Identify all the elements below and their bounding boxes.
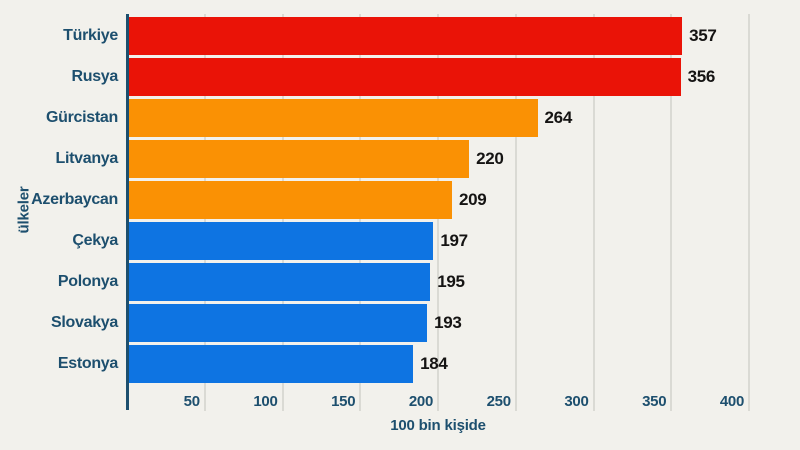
gridline-300 [592, 14, 595, 411]
bar-polonya [129, 263, 431, 301]
bar-gürcistan [129, 99, 538, 137]
bar-value: 193 [434, 313, 462, 332]
bar-row: 356 [129, 58, 799, 96]
y-axis-line [126, 14, 129, 410]
bar-value: 209 [458, 190, 487, 209]
y-axis-title: ülkeler [15, 186, 33, 234]
bar-value: 220 [476, 149, 504, 168]
x-tick-label: 100 [253, 393, 278, 410]
gridline-250 [514, 14, 517, 411]
category-label: Gürcistan [46, 109, 118, 126]
bar-row: 195 [129, 263, 799, 301]
category-label: Litvanya [55, 150, 118, 167]
gridline-400 [748, 14, 750, 411]
x-tick-label: 350 [642, 393, 667, 410]
bar-çekya [129, 222, 434, 260]
bar-value: 357 [689, 26, 717, 45]
bar-value: 184 [420, 354, 448, 373]
x-axis-title: 100 bin kişide [390, 417, 486, 434]
bar-azerbaycan [129, 181, 452, 219]
category-label: Estonya [57, 355, 118, 372]
bar-value: 356 [687, 67, 716, 86]
x-tick-label: 150 [331, 393, 356, 410]
bar-value: 197 [440, 231, 468, 250]
bar-value: 264 [544, 108, 573, 127]
category-label: Slovakya [51, 314, 118, 331]
bar-value: 195 [437, 272, 465, 291]
bar-litvanya [129, 140, 470, 178]
bar-row: 184 [129, 345, 799, 383]
bar-rusya [129, 58, 681, 96]
category-label: Çekya [72, 232, 118, 249]
category-label: Rusya [71, 68, 118, 85]
bar-türkiye [129, 17, 683, 55]
category-label: Türkiye [63, 27, 118, 44]
bar-row: 220 [129, 140, 799, 178]
bar-slovakya [129, 304, 428, 342]
bar-row: 193 [129, 304, 799, 342]
x-tick-label: 250 [486, 393, 511, 410]
x-tick-label: 300 [564, 393, 589, 410]
bar-row: 357 [129, 17, 799, 55]
gridline-350 [670, 14, 673, 411]
x-tick-label: 50 [183, 393, 200, 410]
category-label: Polonya [57, 273, 118, 290]
x-tick-label: 200 [408, 393, 433, 410]
bar-row: 197 [129, 222, 799, 260]
bar-row: 209 [129, 181, 799, 219]
x-tick-label: 400 [719, 393, 744, 410]
bar-row: 264 [129, 99, 799, 137]
category-label: Azerbaycan [31, 191, 118, 208]
bar-estonya [129, 345, 414, 383]
